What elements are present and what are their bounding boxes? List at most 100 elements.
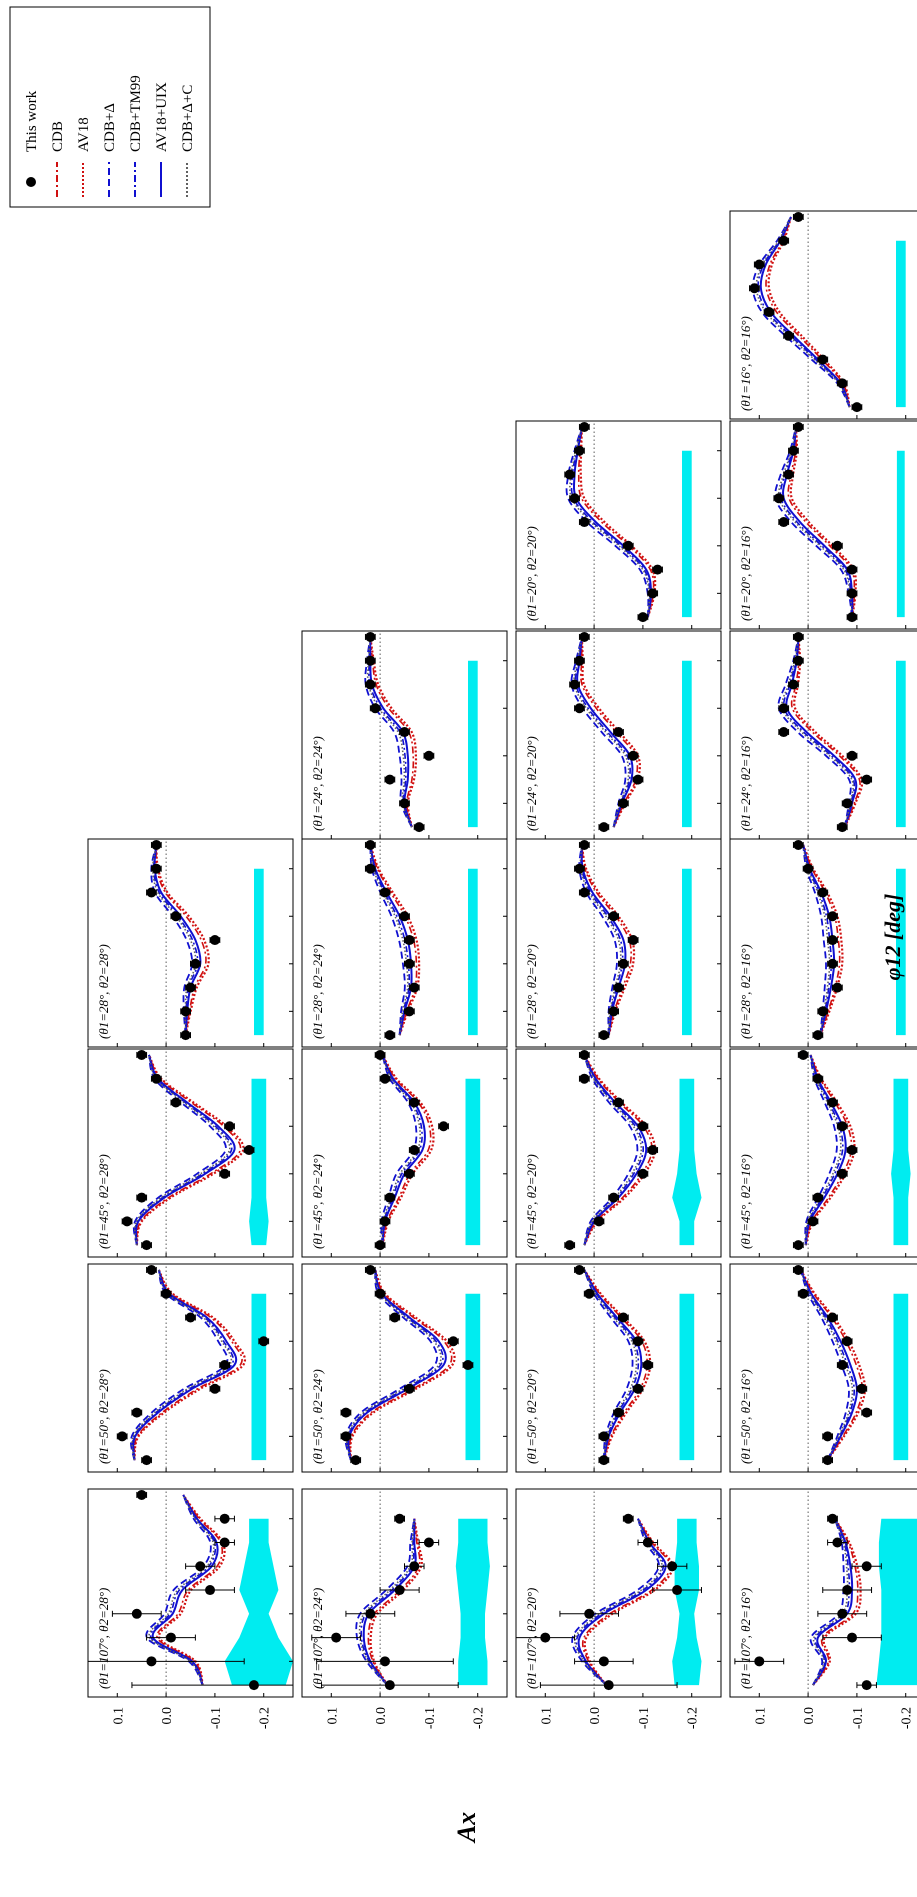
- data-point: [180, 1030, 191, 1041]
- curve-av18: [580, 636, 641, 828]
- data-point: [837, 822, 848, 833]
- data-point: [409, 982, 420, 993]
- panel-frame: [301, 1263, 508, 1473]
- curve-cdb-tm99: [346, 1269, 444, 1461]
- y-tick-label: 0.0: [374, 1707, 389, 1725]
- systematic-band: [891, 1078, 911, 1246]
- data-point: [842, 1585, 853, 1596]
- panel-frame: [515, 1048, 722, 1258]
- curve-cdb-delta-c: [777, 426, 853, 618]
- data-point: [608, 1192, 619, 1203]
- data-point: [190, 958, 201, 969]
- panel-label: (θ1=24°, θ2=20°): [524, 736, 539, 831]
- data-point: [574, 655, 585, 666]
- panel-label: (θ1=20°, θ2=20°): [524, 526, 539, 621]
- panel-label: (θ1=50°, θ2=20°): [524, 1369, 539, 1464]
- panel-107-20: (θ1=107°, θ2=20°) 0.1 0.0 -0.1 -0.2: [515, 1488, 722, 1729]
- systematic-band: [468, 660, 478, 828]
- curve-av18: [133, 1269, 247, 1461]
- data-point: [370, 703, 381, 714]
- curve-cdb-tm99: [574, 636, 631, 828]
- data-point: [365, 839, 376, 850]
- legend-box: [9, 6, 211, 208]
- data-point: [365, 631, 376, 642]
- curve-cdb-delta-c: [569, 426, 651, 618]
- curve-cdb-tm99: [804, 1054, 844, 1246]
- panel-label: (θ1=50°, θ2=24°): [310, 1369, 325, 1464]
- panel-label: (θ1=107°, θ2=20°): [524, 1588, 539, 1689]
- data-point: [409, 1097, 420, 1108]
- curve-av18: [369, 1518, 423, 1686]
- data-point: [851, 402, 862, 413]
- systematic-band: [455, 1518, 490, 1686]
- panel-label: (θ1=45°, θ2=16°): [738, 1154, 753, 1249]
- panel-label: (θ1=28°, θ2=28°): [96, 944, 111, 1039]
- panel-label: (θ1=28°, θ2=24°): [310, 944, 325, 1039]
- curve-av18-uix: [572, 426, 653, 618]
- data-point: [579, 839, 590, 850]
- data-point: [608, 911, 619, 922]
- curve-av18-uix: [583, 1269, 643, 1461]
- data-point: [579, 887, 590, 898]
- data-point: [793, 1240, 804, 1251]
- data-point: [409, 1561, 420, 1572]
- data-point: [384, 1680, 395, 1691]
- panel-45-28: (θ1=45°, θ2=28°): [87, 1048, 294, 1258]
- data-point: [793, 1264, 804, 1275]
- panel-frame: [729, 1048, 917, 1258]
- data-point: [165, 1632, 176, 1643]
- curve-av18-uix: [362, 1518, 417, 1686]
- data-point: [642, 1360, 653, 1371]
- curve-av18: [583, 1269, 652, 1461]
- systematic-band: [896, 240, 906, 408]
- curve-av18-uix: [580, 844, 627, 1036]
- data-point: [136, 1489, 147, 1500]
- panel-label: (θ1=28°, θ2=20°): [524, 944, 539, 1039]
- systematic-band: [896, 660, 906, 828]
- panel-28-20: (θ1=28°, θ2=20°): [515, 838, 722, 1048]
- panel-28-24: (θ1=28°, θ2=24°): [301, 838, 508, 1048]
- curve-cdb-tm99: [149, 1494, 217, 1686]
- data-point: [837, 1360, 848, 1371]
- curve-av18-uix: [134, 1054, 236, 1246]
- data-point: [861, 774, 872, 785]
- data-point: [598, 822, 609, 833]
- data-point: [822, 1455, 833, 1466]
- curve-cdb-tm99: [779, 426, 853, 618]
- curve-cdb-delta-c: [131, 1269, 233, 1461]
- data-point: [798, 1288, 809, 1299]
- data-point: [754, 259, 765, 270]
- curve-cdb-delta: [804, 1054, 838, 1246]
- systematic-band: [896, 868, 906, 1036]
- data-point: [827, 1097, 838, 1108]
- data-point: [375, 1288, 386, 1299]
- data-point: [598, 1656, 609, 1667]
- data-point: [404, 1006, 415, 1017]
- data-point: [817, 1006, 828, 1017]
- data-point: [788, 445, 799, 456]
- curve-cdb: [802, 844, 841, 1036]
- data-point: [598, 1431, 609, 1442]
- data-point: [584, 1608, 595, 1619]
- curve-cdb-delta: [132, 1054, 227, 1246]
- data-point: [861, 1561, 872, 1572]
- data-point: [379, 1656, 390, 1667]
- curve-cdb-tm99: [152, 844, 199, 1036]
- curve-cdb-delta: [570, 636, 627, 828]
- y-tick-label: -0.2: [900, 1707, 915, 1729]
- data-point: [579, 1049, 590, 1060]
- systematic-band: [679, 1293, 695, 1461]
- systematic-band: [876, 1518, 917, 1686]
- curve-cdb-delta: [774, 426, 853, 618]
- curve-av18: [579, 426, 657, 618]
- data-point: [778, 727, 789, 738]
- data-point: [642, 1537, 653, 1548]
- data-point: [793, 655, 804, 666]
- data-point: [754, 1656, 765, 1667]
- curve-av18-uix: [785, 636, 858, 828]
- y-tick-label: -0.2: [686, 1707, 701, 1729]
- data-point: [379, 887, 390, 898]
- legend-marker: [26, 177, 36, 187]
- panel-24-20: (θ1=24°, θ2=20°): [515, 630, 722, 840]
- curve-cdb: [577, 426, 655, 618]
